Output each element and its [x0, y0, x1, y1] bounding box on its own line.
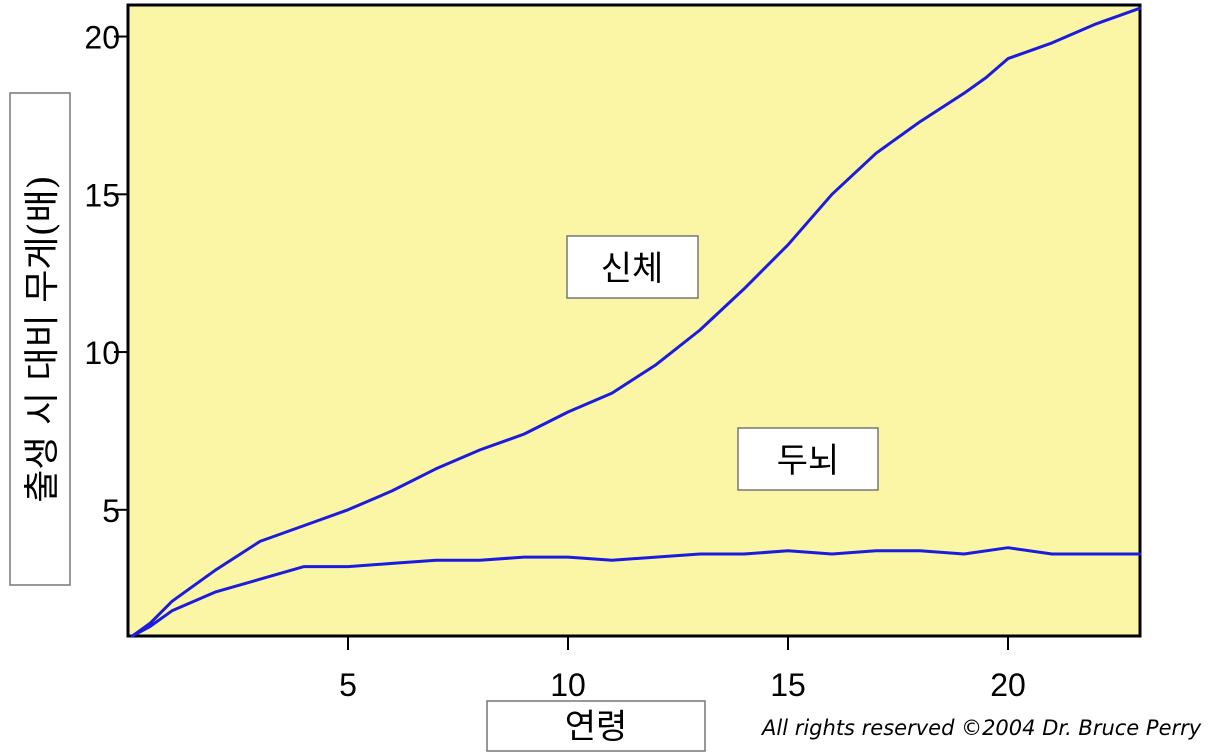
copyright-notice: All rights reserved ©2004 Dr. Bruce Perr…: [762, 716, 1202, 740]
x-tick-label: 10: [550, 667, 586, 703]
x-axis-label: 연령: [565, 707, 628, 747]
brain-annotation-label: 두뇌: [777, 441, 840, 481]
y-axis: 5 10 15 20: [84, 20, 128, 529]
series-line-body: [130, 6, 1142, 638]
y-tick-label: 10: [84, 335, 120, 371]
y-tick-label: 20: [84, 20, 120, 56]
x-tick-label: 5: [339, 667, 357, 703]
y-tick-label: 5: [102, 493, 120, 529]
y-tick-label: 15: [84, 177, 120, 213]
series-lines: [130, 6, 1142, 638]
plot-area: [126, 3, 1142, 638]
x-axis-label-box: [486, 700, 706, 752]
y-axis-label: 출생 시 대비 무게(배): [22, 175, 63, 502]
x-tick-label: 20: [990, 667, 1026, 703]
body-annotation-box: [566, 235, 699, 299]
x-tick-label: 15: [770, 667, 806, 703]
body-annotation-label: 신체: [601, 249, 664, 289]
brain-annotation-box: [737, 427, 879, 491]
x-axis: 5 10 15 20: [339, 636, 1026, 703]
y-axis-label-box: [9, 92, 71, 586]
series-line-brain: [130, 546, 1142, 638]
